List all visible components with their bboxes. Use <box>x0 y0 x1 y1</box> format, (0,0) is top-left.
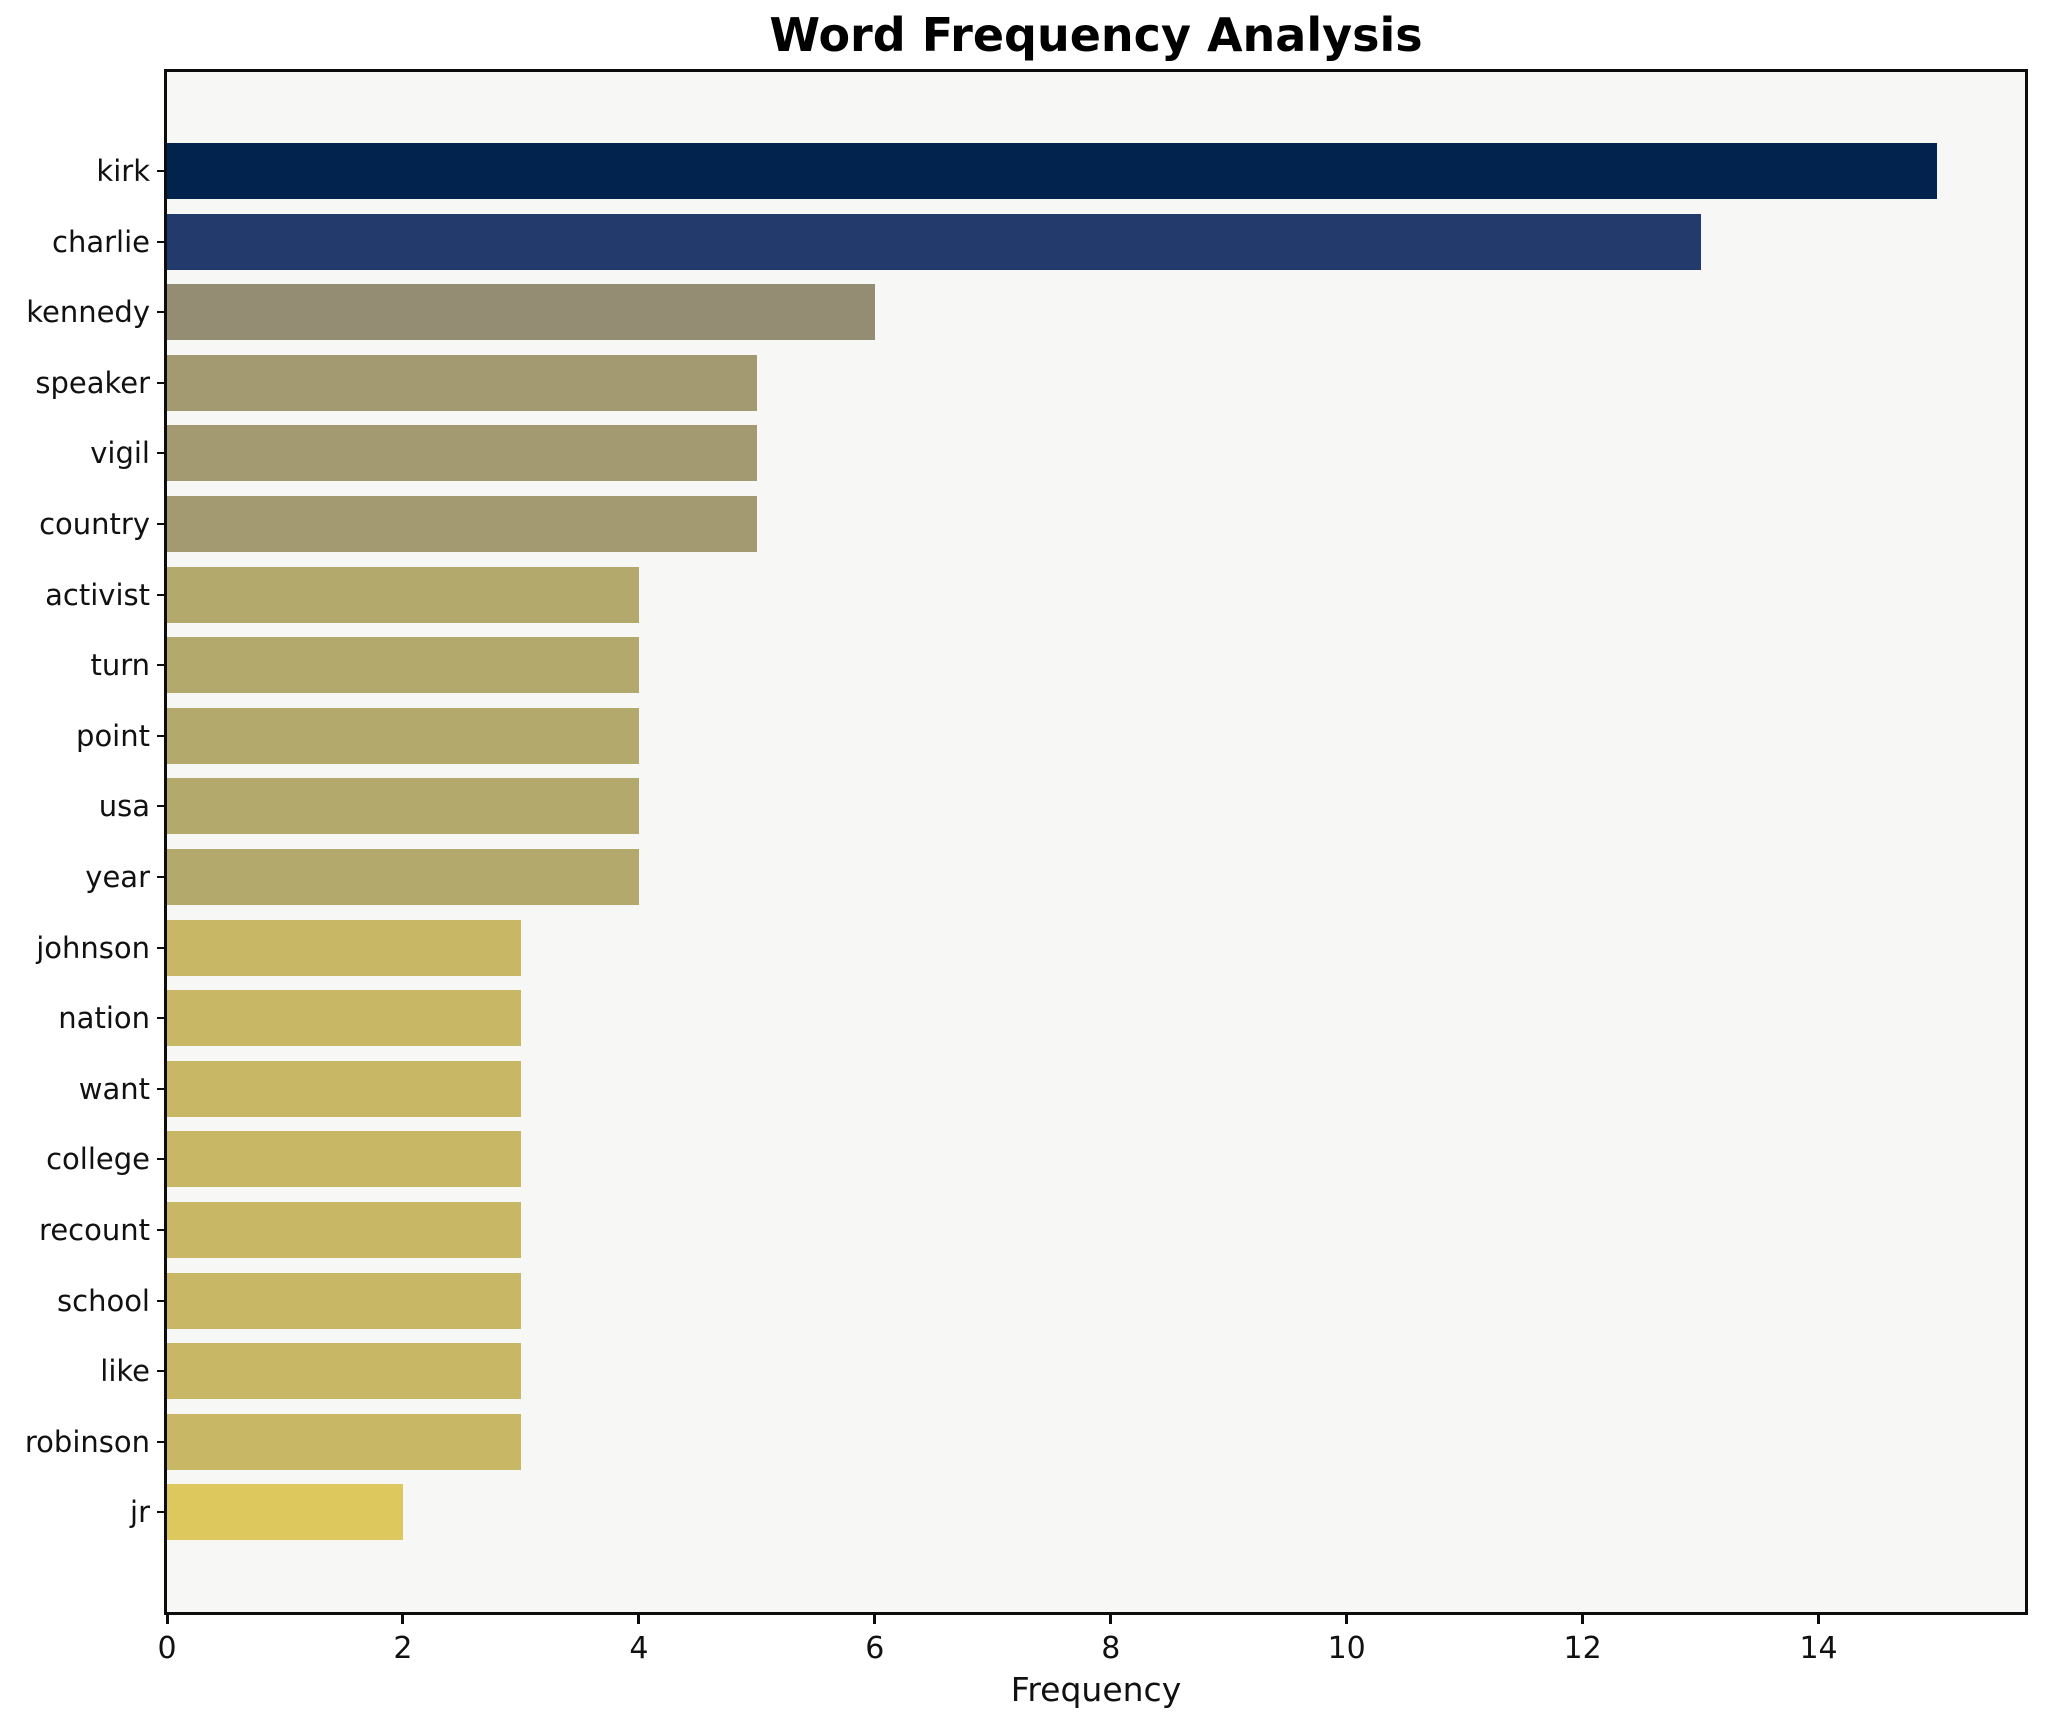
bar-want <box>167 1060 521 1117</box>
x-tick-label: 10 <box>1327 1631 1366 1666</box>
y-tick <box>157 805 167 808</box>
y-tick-label-like: like <box>100 1354 150 1389</box>
x-tick-label: 8 <box>1101 1631 1121 1666</box>
x-tick-label: 0 <box>157 1631 177 1666</box>
y-tick <box>157 1158 167 1161</box>
y-tick-label-jr: jr <box>130 1495 150 1530</box>
bar-college <box>167 1131 521 1188</box>
bar-usa <box>167 778 639 835</box>
bar-jr <box>167 1484 403 1541</box>
bar-robinson <box>167 1413 521 1470</box>
bar-recount <box>167 1202 521 1258</box>
bar-activist <box>167 566 639 623</box>
bar-speaker <box>167 354 757 411</box>
x-axis: 0 2 4 6 8 10 12 14 <box>157 1615 2025 1675</box>
bar-year <box>167 849 639 905</box>
x-tick <box>401 1615 405 1624</box>
bar-turn <box>167 637 639 694</box>
y-tick <box>157 311 167 314</box>
bar-point <box>167 707 639 764</box>
y-tick-label-point: point <box>76 718 150 753</box>
x-tick <box>1581 1615 1585 1624</box>
y-tick <box>157 1017 167 1020</box>
y-tick <box>157 1440 167 1443</box>
bar-johnson <box>167 919 521 976</box>
bar-country <box>167 496 757 552</box>
y-tick-label-year: year <box>85 860 150 894</box>
bar-nation <box>167 990 521 1047</box>
bar-charlie <box>167 213 1701 270</box>
chart-title: Word Frequency Analysis <box>769 8 1423 62</box>
y-tick <box>157 381 167 384</box>
y-tick <box>157 1370 167 1373</box>
y-axis-ticks <box>157 0 167 1722</box>
y-axis-labels: kirk charlie kennedy speaker vigil country act… <box>0 0 157 1722</box>
y-tick-label-kennedy: kennedy <box>26 295 150 330</box>
x-tick-label: 2 <box>393 1631 413 1666</box>
y-tick <box>157 734 167 737</box>
y-tick-label-usa: usa <box>98 789 150 824</box>
y-tick <box>157 240 167 243</box>
y-tick-label-turn: turn <box>90 648 150 683</box>
plot-area <box>164 69 2028 1615</box>
x-tick <box>873 1615 877 1624</box>
y-tick-label-activist: activist <box>45 577 150 612</box>
y-tick <box>157 946 167 949</box>
y-tick <box>157 523 167 525</box>
y-tick <box>157 1511 167 1514</box>
y-tick <box>157 876 167 878</box>
y-tick-label-recount: recount <box>39 1213 150 1247</box>
y-tick-label-country: country <box>39 507 150 541</box>
y-tick-label-college: college <box>46 1142 150 1177</box>
x-tick <box>637 1615 641 1624</box>
bar-kirk <box>167 143 1937 199</box>
x-tick-label: 4 <box>629 1631 649 1666</box>
y-tick-label-kirk: kirk <box>96 154 150 188</box>
x-tick-label: 6 <box>865 1631 885 1666</box>
y-tick-label-vigil: vigil <box>90 436 150 471</box>
bar-vigil <box>167 425 757 482</box>
y-tick <box>157 452 167 455</box>
bar-school <box>167 1272 521 1329</box>
y-tick-label-school: school <box>57 1283 150 1318</box>
y-tick <box>157 1087 167 1090</box>
y-tick <box>157 593 167 596</box>
x-axis-label: Frequency <box>1010 1670 1182 1709</box>
y-tick <box>157 664 167 667</box>
bar-like <box>167 1343 521 1400</box>
y-tick <box>157 170 167 172</box>
y-tick-label-robinson: robinson <box>24 1424 150 1459</box>
bar-kennedy <box>167 284 875 341</box>
y-tick <box>157 1299 167 1302</box>
x-tick-label: 12 <box>1563 1631 1602 1666</box>
y-tick-label-want: want <box>78 1071 150 1106</box>
x-tick <box>1109 1615 1113 1624</box>
y-tick-label-nation: nation <box>58 1001 150 1036</box>
y-tick-label-johnson: johnson <box>36 930 150 965</box>
x-tick <box>165 1615 169 1624</box>
x-tick-label: 14 <box>1799 1631 1838 1666</box>
x-tick <box>1345 1615 1349 1624</box>
y-tick <box>157 1229 167 1231</box>
y-tick-label-speaker: speaker <box>35 365 150 400</box>
y-tick-label-charlie: charlie <box>52 224 150 259</box>
x-tick <box>1817 1615 1821 1624</box>
